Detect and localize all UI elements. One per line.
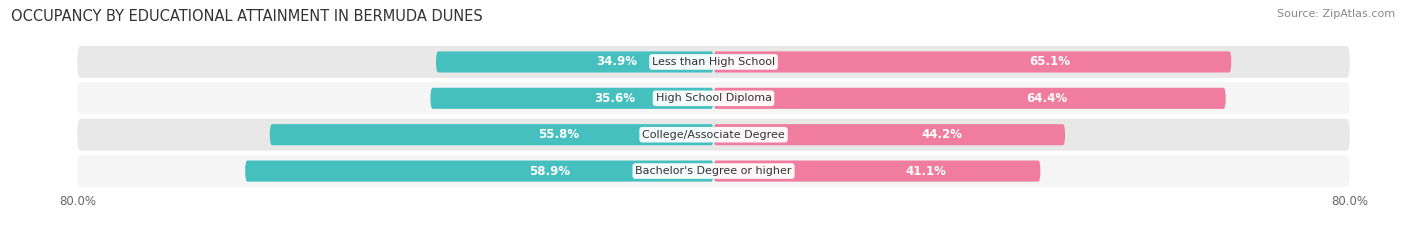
Text: 35.6%: 35.6% (593, 92, 636, 105)
FancyBboxPatch shape (430, 88, 714, 109)
FancyBboxPatch shape (77, 119, 1350, 151)
FancyBboxPatch shape (245, 161, 714, 182)
Text: OCCUPANCY BY EDUCATIONAL ATTAINMENT IN BERMUDA DUNES: OCCUPANCY BY EDUCATIONAL ATTAINMENT IN B… (11, 9, 484, 24)
FancyBboxPatch shape (436, 51, 714, 72)
FancyBboxPatch shape (714, 51, 1232, 72)
Text: Source: ZipAtlas.com: Source: ZipAtlas.com (1277, 9, 1395, 19)
Text: Bachelor's Degree or higher: Bachelor's Degree or higher (636, 166, 792, 176)
FancyBboxPatch shape (77, 46, 1350, 78)
FancyBboxPatch shape (77, 155, 1350, 187)
Text: Less than High School: Less than High School (652, 57, 775, 67)
Text: 65.1%: 65.1% (1029, 55, 1070, 69)
Text: 55.8%: 55.8% (537, 128, 579, 141)
FancyBboxPatch shape (77, 82, 1350, 114)
Text: 64.4%: 64.4% (1026, 92, 1067, 105)
Text: 44.2%: 44.2% (921, 128, 963, 141)
Text: 41.1%: 41.1% (905, 164, 946, 178)
Text: 58.9%: 58.9% (529, 164, 571, 178)
Text: College/Associate Degree: College/Associate Degree (643, 130, 785, 140)
Text: 34.9%: 34.9% (596, 55, 637, 69)
Text: High School Diploma: High School Diploma (655, 93, 772, 103)
FancyBboxPatch shape (714, 88, 1226, 109)
FancyBboxPatch shape (714, 124, 1066, 145)
FancyBboxPatch shape (714, 161, 1040, 182)
FancyBboxPatch shape (270, 124, 714, 145)
